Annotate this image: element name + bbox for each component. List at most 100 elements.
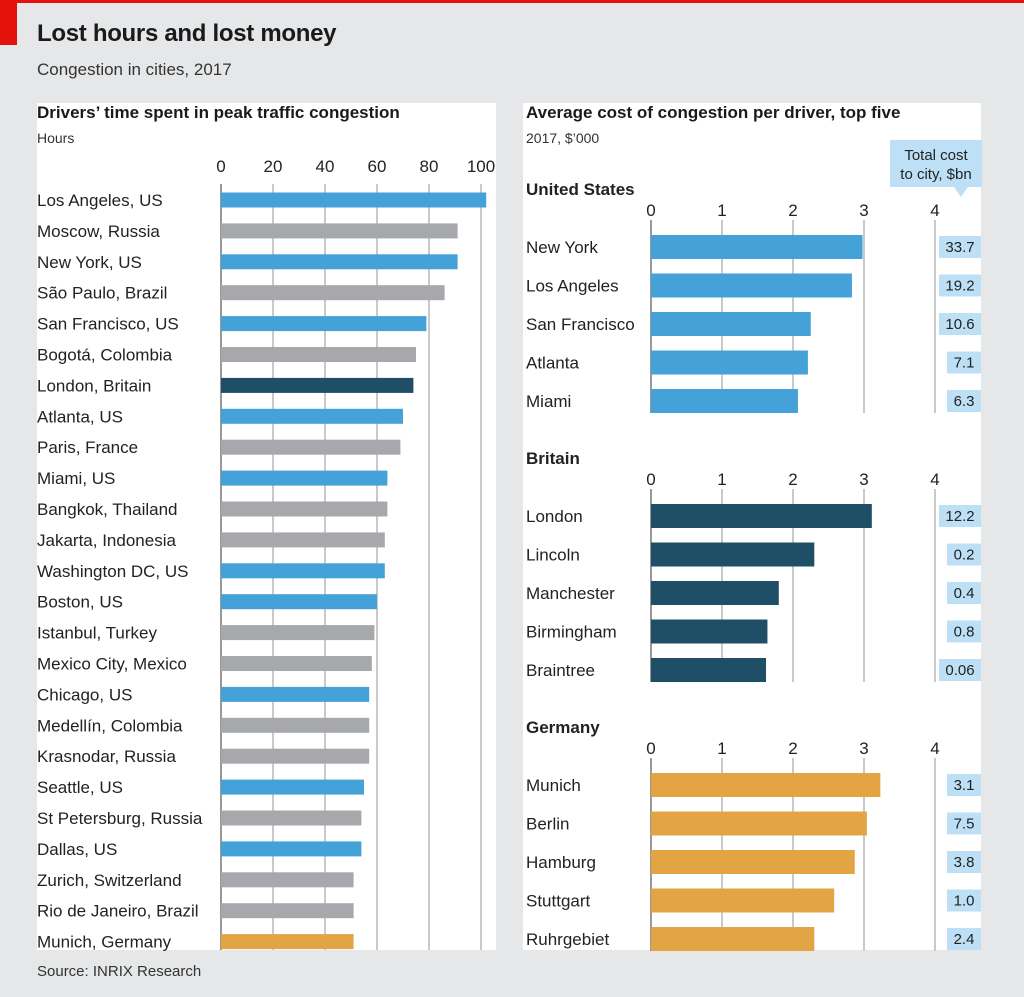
cost-bar-2-3 bbox=[651, 888, 835, 913]
hours-bar-6 bbox=[221, 377, 414, 393]
cost-panel-heading: United States bbox=[526, 180, 635, 199]
total-cost-box bbox=[939, 313, 981, 335]
chart-title: Lost hours and lost money bbox=[37, 20, 337, 47]
cost-chart-title: Average cost of congestion per driver, t… bbox=[526, 103, 901, 122]
total-cost-value: 0.4 bbox=[954, 585, 975, 602]
cost-tick-label: 3 bbox=[859, 201, 868, 220]
hours-bar-11 bbox=[221, 532, 385, 548]
cost-category-label: Munich bbox=[526, 776, 581, 795]
hours-category-label: Bogotá, Colombia bbox=[37, 346, 173, 365]
hours-panel bbox=[37, 103, 496, 950]
hours-bar-7 bbox=[221, 408, 403, 424]
hours-tick-label: 80 bbox=[420, 157, 439, 176]
total-cost-value: 6.3 bbox=[954, 393, 975, 410]
total-cost-value: 33.7 bbox=[945, 239, 974, 256]
hours-bar-17 bbox=[221, 717, 370, 733]
hours-category-label: São Paulo, Brazil bbox=[37, 284, 167, 303]
cost-bar-2-4 bbox=[651, 927, 815, 951]
cost-bar-0-3 bbox=[651, 350, 808, 375]
hours-bar-12 bbox=[221, 563, 385, 579]
total-cost-value: 0.06 bbox=[945, 662, 974, 679]
hours-category-label: San Francisco, US bbox=[37, 315, 179, 334]
cost-category-label: San Francisco bbox=[526, 315, 635, 334]
hours-category-label: Chicago, US bbox=[37, 685, 132, 704]
hours-category-label: Medellín, Colombia bbox=[37, 716, 183, 735]
cost-tick-label: 4 bbox=[930, 201, 939, 220]
hours-bar-3 bbox=[221, 285, 445, 301]
cost-category-label: Stuttgart bbox=[526, 892, 591, 911]
cost-bar-0-1 bbox=[651, 273, 852, 298]
hours-bar-1 bbox=[221, 223, 458, 239]
total-cost-value: 10.6 bbox=[945, 316, 974, 333]
cost-tick-label: 2 bbox=[788, 470, 797, 489]
hours-tick-label: 100 bbox=[467, 157, 495, 176]
hours-bar-0 bbox=[221, 192, 487, 208]
total-cost-box bbox=[947, 889, 981, 912]
hours-bar-9 bbox=[221, 470, 388, 486]
hours-tick-label: 40 bbox=[316, 157, 335, 176]
hours-category-label: Atlanta, US bbox=[37, 407, 123, 426]
total-cost-callout-pointer bbox=[954, 187, 968, 197]
hours-bar-24 bbox=[221, 934, 354, 950]
total-cost-value: 3.8 bbox=[954, 854, 975, 871]
total-cost-box bbox=[939, 236, 981, 258]
hours-bar-2 bbox=[221, 254, 458, 270]
cost-unit-label: 2017, $’000 bbox=[526, 130, 600, 146]
total-cost-value: 0.2 bbox=[954, 547, 975, 564]
hours-bar-13 bbox=[221, 594, 377, 610]
cost-tick-label: 0 bbox=[646, 739, 655, 758]
hours-bar-18 bbox=[221, 748, 370, 764]
hours-category-label: Rio de Janeiro, Brazil bbox=[37, 902, 199, 921]
hours-category-label: Seattle, US bbox=[37, 778, 123, 797]
cost-bar-1-3 bbox=[651, 619, 768, 644]
hours-category-label: Paris, France bbox=[37, 438, 138, 457]
cost-category-label: New York bbox=[526, 238, 598, 257]
hours-bar-15 bbox=[221, 656, 372, 671]
hours-category-label: Krasnodar, Russia bbox=[37, 747, 176, 766]
hours-category-label: Miami, US bbox=[37, 469, 115, 488]
total-cost-value: 19.2 bbox=[945, 278, 974, 295]
cost-category-label: Los Angeles bbox=[526, 277, 619, 296]
cost-tick-label: 1 bbox=[717, 739, 726, 758]
hours-unit-label: Hours bbox=[37, 130, 75, 146]
hours-bar-5 bbox=[221, 347, 416, 362]
hours-bar-4 bbox=[221, 316, 427, 332]
cost-tick-label: 2 bbox=[788, 739, 797, 758]
cost-category-label: Lincoln bbox=[526, 546, 580, 565]
chart-subtitle: Congestion in cities, 2017 bbox=[37, 60, 232, 79]
cost-tick-label: 1 bbox=[717, 201, 726, 220]
total-cost-box bbox=[947, 774, 981, 796]
hours-category-label: Jakarta, Indonesia bbox=[37, 531, 176, 550]
hours-category-label: Los Angeles, US bbox=[37, 191, 163, 210]
total-cost-box bbox=[939, 505, 981, 527]
total-cost-value: 0.8 bbox=[954, 624, 975, 641]
cost-tick-label: 3 bbox=[859, 470, 868, 489]
top-rule bbox=[0, 0, 1024, 3]
hours-chart-title: Drivers’ time spent in peak traffic cong… bbox=[37, 103, 400, 122]
hours-bar-21 bbox=[221, 841, 362, 857]
hours-tick-label: 60 bbox=[368, 157, 387, 176]
cost-category-label: Ruhrgebiet bbox=[526, 930, 609, 949]
hours-category-label: Istanbul, Turkey bbox=[37, 624, 158, 643]
cost-bar-1-4 bbox=[651, 658, 767, 682]
cost-tick-label: 3 bbox=[859, 739, 868, 758]
hours-category-label: St Petersburg, Russia bbox=[37, 809, 203, 828]
cost-bar-1-2 bbox=[651, 581, 779, 605]
hours-category-label: Washington DC, US bbox=[37, 562, 188, 581]
total-cost-box bbox=[947, 928, 981, 950]
cost-panel-heading: Britain bbox=[526, 449, 580, 468]
total-cost-box bbox=[947, 812, 981, 835]
cost-tick-label: 2 bbox=[788, 201, 797, 220]
brand-red-tag bbox=[0, 0, 17, 45]
total-cost-box bbox=[947, 851, 981, 873]
cost-bar-1-0 bbox=[651, 504, 872, 528]
hours-category-label: New York, US bbox=[37, 253, 142, 272]
hours-tick-label: 0 bbox=[216, 157, 225, 176]
total-cost-value: 3.1 bbox=[954, 777, 975, 794]
cost-bar-2-0 bbox=[651, 773, 881, 797]
cost-tick-label: 4 bbox=[930, 470, 939, 489]
hours-bar-19 bbox=[221, 779, 364, 795]
hours-category-label: Dallas, US bbox=[37, 840, 117, 859]
hours-bar-8 bbox=[221, 439, 401, 455]
total-cost-callout bbox=[890, 140, 982, 187]
